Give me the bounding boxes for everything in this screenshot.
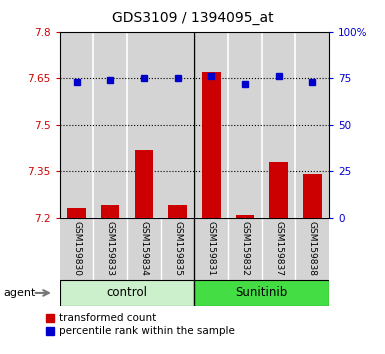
Text: GSM159832: GSM159832 — [241, 221, 249, 276]
Bar — [296, 218, 329, 280]
Text: Sunitinib: Sunitinib — [236, 286, 288, 299]
Bar — [60, 280, 194, 306]
Text: GSM159831: GSM159831 — [207, 221, 216, 276]
Bar — [93, 32, 127, 218]
Bar — [202, 72, 221, 218]
Bar — [168, 205, 187, 218]
Bar — [262, 218, 296, 280]
Text: agent: agent — [4, 288, 36, 298]
Bar — [194, 280, 329, 306]
Text: GSM159833: GSM159833 — [106, 221, 115, 276]
Text: control: control — [107, 286, 147, 299]
Bar — [67, 209, 86, 218]
Bar — [194, 32, 228, 218]
Legend: transformed count, percentile rank within the sample: transformed count, percentile rank withi… — [46, 313, 235, 336]
Bar — [270, 162, 288, 218]
Bar — [262, 32, 296, 218]
Bar — [303, 175, 321, 218]
Bar — [296, 32, 329, 218]
Bar — [93, 218, 127, 280]
Bar — [161, 218, 194, 280]
Bar — [194, 218, 228, 280]
Bar — [228, 32, 262, 218]
Bar — [135, 150, 153, 218]
Bar — [101, 205, 119, 218]
Text: GSM159834: GSM159834 — [139, 221, 148, 276]
Text: GDS3109 / 1394095_at: GDS3109 / 1394095_at — [112, 11, 273, 25]
Bar — [228, 218, 262, 280]
Bar — [60, 32, 93, 218]
Text: GSM159838: GSM159838 — [308, 221, 317, 276]
Bar — [161, 32, 194, 218]
Text: GSM159830: GSM159830 — [72, 221, 81, 276]
Bar — [127, 218, 161, 280]
Text: GSM159837: GSM159837 — [274, 221, 283, 276]
Bar — [236, 215, 254, 218]
Text: GSM159835: GSM159835 — [173, 221, 182, 276]
Bar — [60, 218, 93, 280]
Bar — [127, 32, 161, 218]
